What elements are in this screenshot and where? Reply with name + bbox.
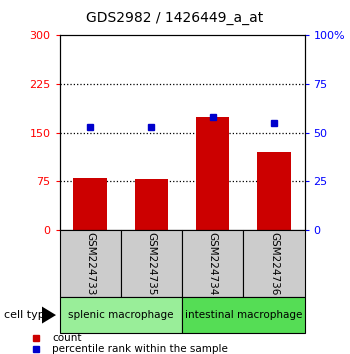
Bar [60, 230, 121, 297]
Bar [134, 179, 168, 230]
Polygon shape [42, 307, 56, 324]
Bar [73, 178, 107, 230]
Bar [196, 116, 230, 230]
Bar [121, 230, 182, 297]
Text: splenic macrophage: splenic macrophage [68, 310, 174, 320]
Bar [182, 230, 243, 297]
Bar [257, 152, 291, 230]
Bar [182, 297, 304, 333]
Text: GDS2982 / 1426449_a_at: GDS2982 / 1426449_a_at [86, 11, 264, 25]
Bar [60, 297, 182, 333]
Text: GSM224733: GSM224733 [85, 232, 95, 296]
Text: intestinal macrophage: intestinal macrophage [184, 310, 302, 320]
Text: count: count [52, 333, 82, 343]
Text: percentile rank within the sample: percentile rank within the sample [52, 344, 228, 354]
Bar [243, 230, 304, 297]
Text: cell type: cell type [4, 310, 51, 320]
Text: GSM224735: GSM224735 [146, 232, 156, 296]
Text: GSM224734: GSM224734 [208, 232, 218, 296]
Text: GSM224736: GSM224736 [269, 232, 279, 296]
